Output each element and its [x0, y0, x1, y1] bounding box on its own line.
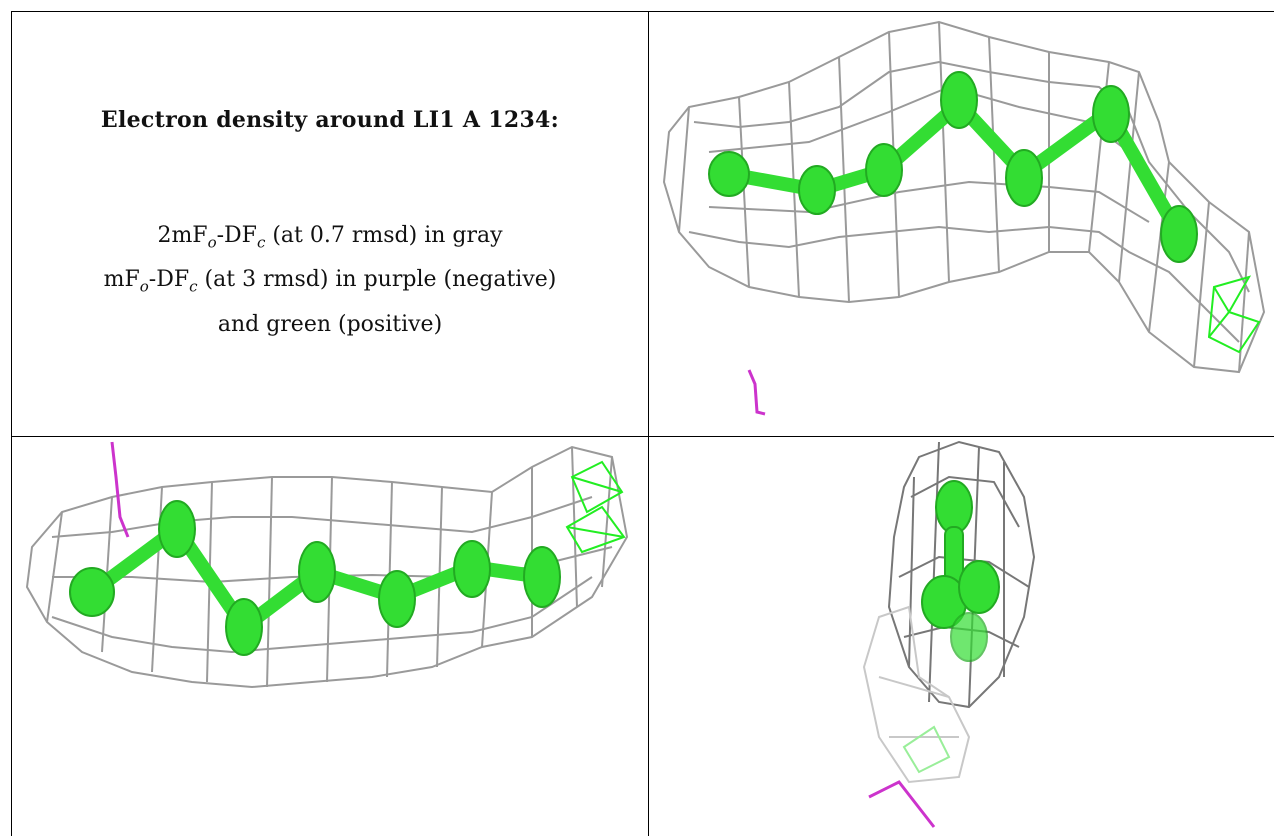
caption-cell: Electron density around LI1 A 1234: 2mFo…: [12, 12, 648, 436]
ligand-atoms: [69, 500, 561, 656]
view-bottom-left: [12, 437, 648, 836]
positive-density-green: [1207, 275, 1261, 354]
legend-line-2fo-fc: 2mFo-DFc (at 0.7 rmsd) in gray: [157, 223, 503, 252]
density-mesh-gray-faint: [862, 605, 971, 784]
positive-density-green: [565, 460, 626, 554]
ligand-atoms: [708, 71, 1198, 263]
view-bottom-right: [649, 437, 1274, 836]
positive-density-green: [902, 725, 951, 774]
legend-line-fo-fc: mFo-DFc (at 3 rmsd) in purple (negative): [103, 267, 557, 296]
view-top-right: [649, 12, 1274, 436]
legend-line-colors: and green (positive): [217, 311, 443, 337]
table-border-top: [11, 11, 1274, 12]
negative-density-purple: [747, 369, 766, 416]
negative-density-purple: [110, 441, 130, 538]
table-border-left: [11, 11, 12, 836]
caption-legend: 2mFo-DFc (at 0.7 rmsd) in gray mFo-DFc (…: [12, 217, 648, 344]
table-divider-vertical: [648, 11, 649, 836]
ligand-atoms: [921, 480, 1000, 662]
caption-title: Electron density around LI1 A 1234:: [100, 107, 560, 133]
table-divider-horizontal: [11, 436, 1274, 437]
negative-density-purple: [868, 780, 936, 828]
